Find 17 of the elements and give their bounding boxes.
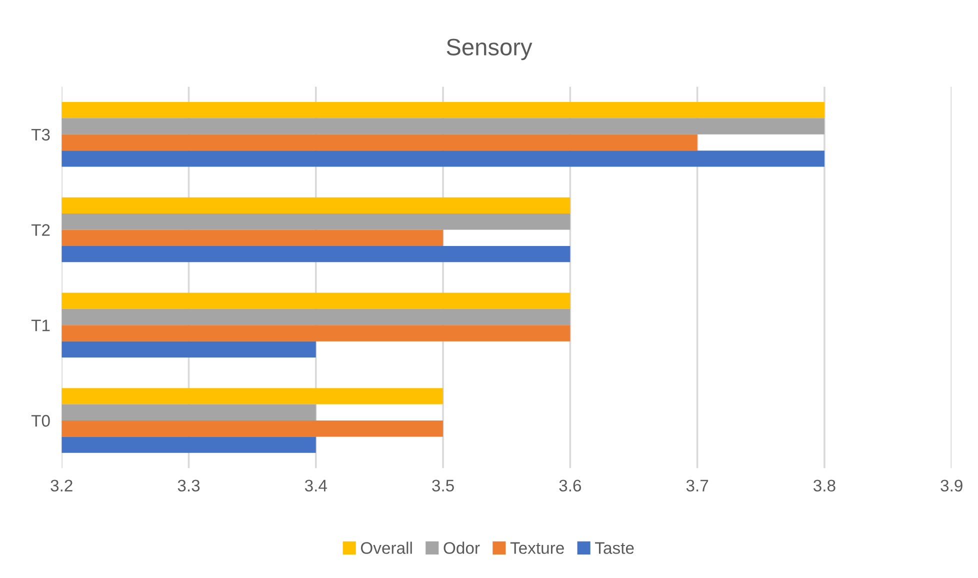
x-tick-label: 3.7 [686,480,708,492]
legend-label: Texture [510,542,564,554]
legend-label: Overall [360,542,412,554]
legend-label: Taste [595,542,634,554]
x-tick-label: 3.5 [432,480,454,492]
x-tick-label: 3.3 [178,480,200,492]
legend-label: Odor [444,542,480,554]
y-tick-label: T1 [31,320,50,332]
x-tick-label: 3.6 [559,480,582,492]
y-tick-label: T0 [31,414,50,427]
y-tick-label: T3 [31,128,50,141]
y-tick-label: T2 [31,224,50,236]
x-tick-label: 3.2 [50,480,72,492]
x-tick-label: 3.8 [814,480,836,492]
chart-title: Sensory [446,38,532,60]
x-tick-label: 3.9 [940,480,962,492]
x-tick-label: 3.4 [304,480,327,492]
